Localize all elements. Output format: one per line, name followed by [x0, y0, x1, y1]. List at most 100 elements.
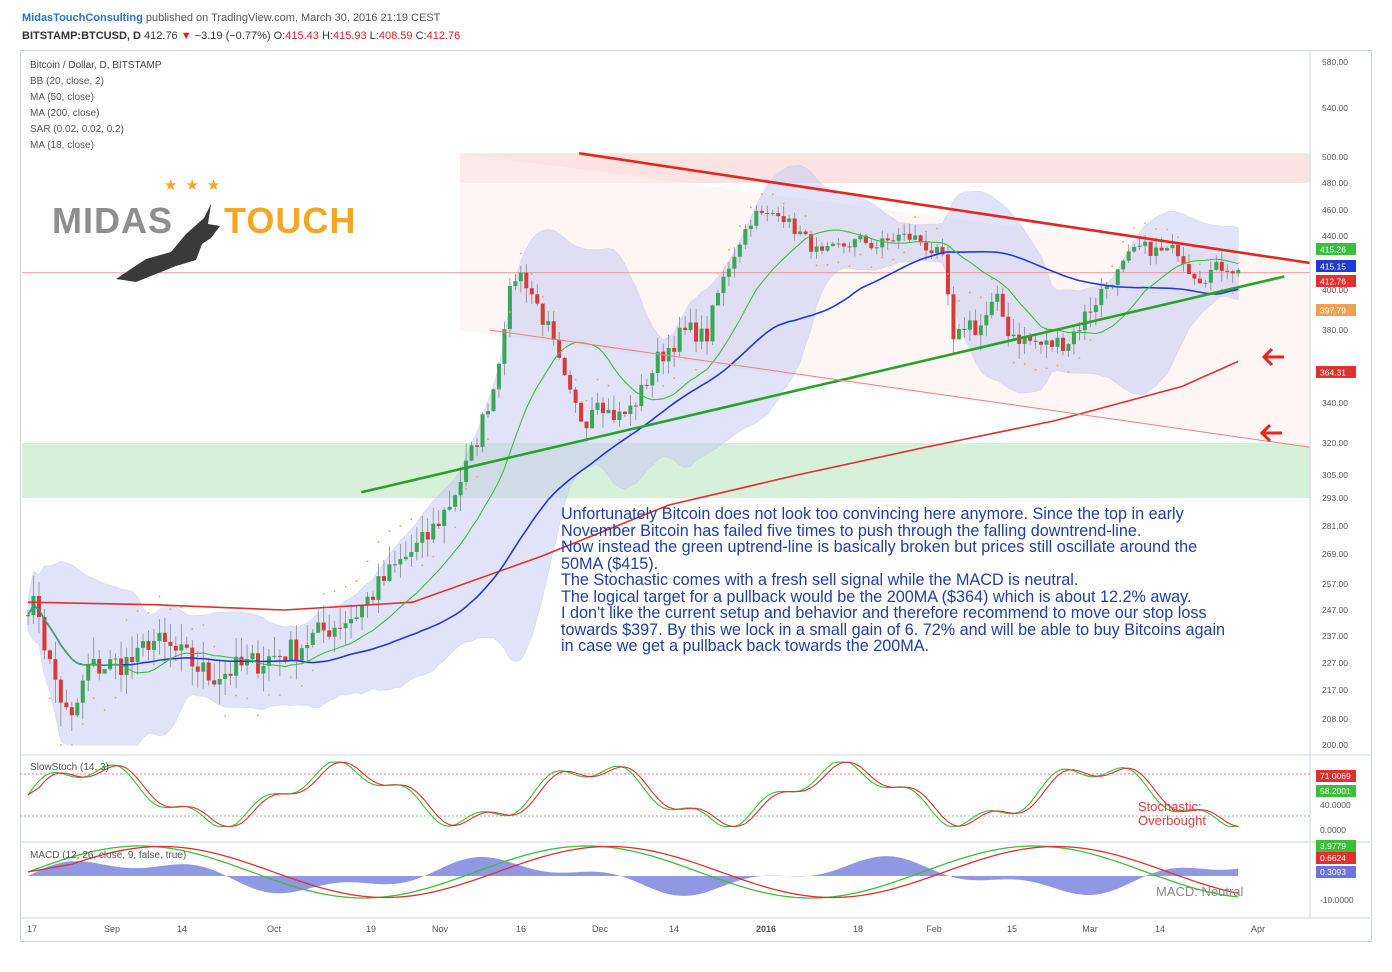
candle-body	[1236, 270, 1241, 274]
candle-body	[464, 460, 469, 482]
macd-label[interactable]: MACD (12, 26, close, 9, false, true)	[30, 850, 187, 861]
candle	[590, 397, 595, 429]
candle-body	[1115, 269, 1120, 286]
sar-dot	[826, 264, 829, 266]
low-label: L:	[369, 30, 379, 42]
candle-body	[162, 632, 167, 642]
candle	[1208, 261, 1213, 291]
candle-body	[86, 665, 91, 681]
candle-body	[206, 662, 211, 681]
candle	[86, 653, 91, 692]
sar-dot	[881, 256, 884, 259]
candle	[305, 624, 310, 664]
sar-dot	[859, 253, 862, 256]
candle	[1000, 287, 1005, 318]
candle-body	[1006, 316, 1011, 337]
arrow-left-icon	[1261, 347, 1284, 367]
ma18-line	[27, 229, 1239, 674]
candle-body	[841, 243, 846, 247]
candle	[513, 273, 518, 291]
candle	[1175, 241, 1180, 262]
candle	[622, 411, 627, 417]
candle-body	[360, 605, 365, 618]
sar-dot	[717, 272, 719, 275]
sar-dot	[1231, 292, 1234, 295]
legend-ma50[interactable]: MA (50, close)	[30, 92, 94, 103]
candle-body	[47, 650, 52, 660]
candle-body	[173, 645, 178, 651]
candle	[573, 386, 578, 413]
sar-dot	[213, 645, 216, 648]
high-label: H:	[321, 30, 333, 42]
candle-body	[907, 233, 912, 240]
candle-body	[995, 293, 1000, 302]
stoch-note-line: Overbought	[1138, 813, 1206, 828]
macd-value-bg	[1316, 866, 1356, 878]
candle	[223, 660, 228, 696]
sar-dot	[443, 541, 446, 544]
candle-body	[666, 347, 671, 362]
candle-body	[1230, 271, 1235, 274]
candle-body	[442, 509, 447, 526]
candle	[485, 403, 490, 418]
candle	[535, 284, 540, 307]
legend-sar[interactable]: SAR (0.02, 0.02, 0.2)	[30, 124, 124, 135]
sar-dot	[1177, 236, 1179, 239]
sar-dot	[914, 216, 917, 219]
open-label: O:	[273, 30, 286, 42]
stoch-tick-label: 71.0069	[1320, 771, 1351, 781]
candle	[480, 412, 485, 453]
candle-body	[699, 328, 704, 342]
sar-dot	[1209, 287, 1212, 290]
candle-body	[1132, 246, 1137, 252]
candle	[135, 633, 140, 675]
chart-header: MidasTouchConsulting published on Tradin…	[22, 12, 1362, 48]
candle	[1055, 327, 1060, 354]
sar-dot	[958, 300, 960, 302]
candle-body	[677, 327, 682, 352]
y-tick-label: 217.00	[1322, 685, 1348, 695]
candle-body	[863, 235, 868, 243]
candle-body	[792, 218, 797, 235]
legend-bb[interactable]: BB (20, close, 2)	[30, 76, 104, 87]
candle-body	[661, 351, 666, 362]
candle-body	[130, 657, 135, 662]
legend-ma200[interactable]: MA (200, close)	[30, 108, 100, 119]
price-label-text: 397.79	[1320, 306, 1346, 316]
price-label-bg	[1316, 243, 1356, 255]
candle	[431, 507, 436, 544]
sar-dot	[1056, 364, 1059, 367]
candle-body	[398, 559, 403, 565]
candle	[820, 242, 825, 255]
y-tick-label: 293.00	[1322, 493, 1348, 503]
sar-dot	[278, 694, 281, 696]
candle-body	[58, 679, 63, 703]
sar-dot	[815, 264, 818, 267]
candle	[770, 209, 775, 216]
candle	[113, 653, 118, 680]
candle-body	[436, 523, 441, 526]
author-link[interactable]: MidasTouchConsulting	[22, 12, 143, 24]
candle	[1126, 244, 1131, 264]
candle	[650, 369, 655, 398]
candle	[710, 304, 715, 346]
stoch-tick-label: 58.2001	[1320, 786, 1351, 796]
candle-body	[770, 213, 775, 215]
stoch-label[interactable]: SlowStoch (14, 3)	[30, 762, 109, 773]
candle	[836, 238, 841, 248]
candle	[683, 316, 688, 336]
candle-body	[924, 242, 929, 251]
candle-body	[42, 617, 47, 651]
legend-ma18[interactable]: MA (18, close)	[30, 140, 94, 151]
candle-body	[902, 233, 907, 235]
candle-body	[765, 212, 770, 214]
candle-body	[316, 622, 321, 633]
candle-body	[1197, 278, 1202, 284]
macd-tick-label: 3.9779	[1320, 841, 1346, 851]
candle	[332, 620, 337, 653]
candle	[338, 607, 343, 640]
candle-body	[1159, 247, 1164, 251]
sar-dot	[1122, 240, 1125, 243]
candle-body	[562, 357, 567, 375]
